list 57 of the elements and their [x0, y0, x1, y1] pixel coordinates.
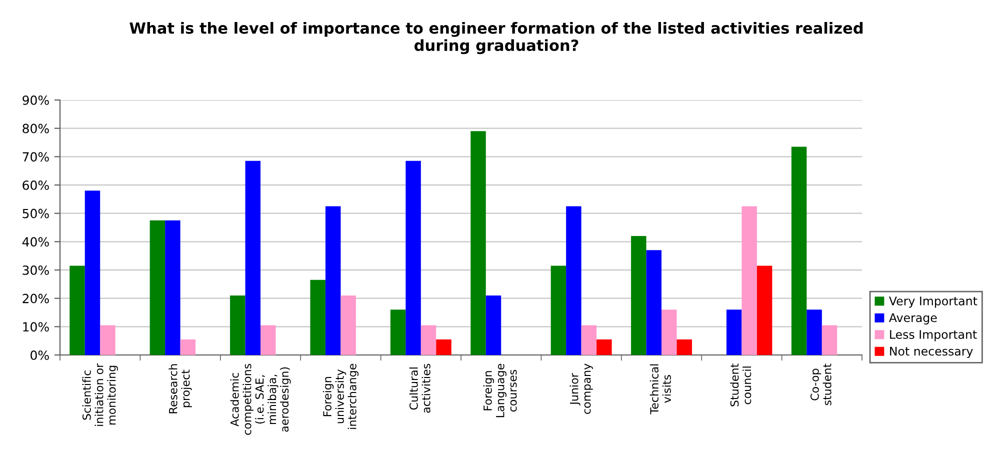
x-tick-label: Co-op student: [810, 364, 832, 406]
y-tick-label: 60%: [22, 180, 49, 190]
bar: [245, 160, 260, 355]
y-tick-label: 20%: [22, 294, 49, 304]
bar: [340, 296, 356, 355]
bar: [150, 220, 166, 355]
bar: [406, 160, 421, 355]
x-tick-label: Research project: [168, 364, 192, 414]
y-tick-label: 80%: [22, 124, 49, 134]
x-tick-label: Scientific initiation or monitoring: [82, 363, 118, 426]
bar: [310, 280, 326, 355]
bar: [420, 325, 436, 355]
bar: [486, 296, 502, 355]
x-tick-label: Technical visits: [650, 364, 671, 414]
chart-title: What is the level of importance to engineer formation of the listed activities realized during graduation?: [130, 22, 863, 54]
bar: [791, 146, 807, 355]
x-tick-label: Foreign university interchange: [322, 364, 359, 429]
x-tick-label: Student council: [730, 364, 752, 406]
x-tick-label: Junior company: [570, 364, 593, 414]
bar: [180, 339, 196, 355]
bar: [662, 310, 677, 355]
bar: [822, 325, 838, 355]
y-tick-label: 70%: [22, 152, 49, 162]
y-tick-label: 10%: [23, 322, 49, 332]
bar: [550, 266, 566, 355]
y-tick-label: 90%: [22, 95, 49, 105]
bar: [566, 206, 582, 355]
bar: [742, 206, 757, 355]
x-tick-label: Cultural activities: [409, 364, 430, 413]
bar: [756, 266, 772, 355]
bar: [676, 339, 692, 355]
legend-label: Very Important: [889, 296, 978, 308]
legend-label: Average: [889, 313, 937, 324]
legend-label: Not necessary: [890, 346, 973, 358]
bar: [70, 266, 85, 355]
bar: [631, 236, 646, 355]
bar: [806, 310, 822, 355]
bar: [390, 310, 406, 355]
bar: [596, 339, 612, 355]
y-tick-label: 40%: [22, 237, 49, 247]
bar: [436, 339, 452, 355]
x-tick-label: Foreign Language courses: [483, 364, 517, 418]
bar: [84, 190, 100, 355]
bar: [260, 325, 276, 355]
legend-label: Less Important: [890, 330, 977, 342]
bar: [646, 250, 662, 355]
y-tick-label: 50%: [22, 208, 49, 218]
bar: [470, 131, 486, 355]
bar: [325, 206, 341, 355]
y-tick-label: 30%: [22, 265, 49, 275]
x-tick-label: Academic competitions (i.e. SAE, minibaja, aerodesign): [230, 364, 291, 435]
y-tick-label: 0%: [30, 350, 49, 360]
bar: [726, 310, 742, 355]
bar: [100, 325, 116, 355]
bar: [581, 325, 597, 355]
bar: [230, 296, 246, 355]
bar: [165, 220, 180, 355]
